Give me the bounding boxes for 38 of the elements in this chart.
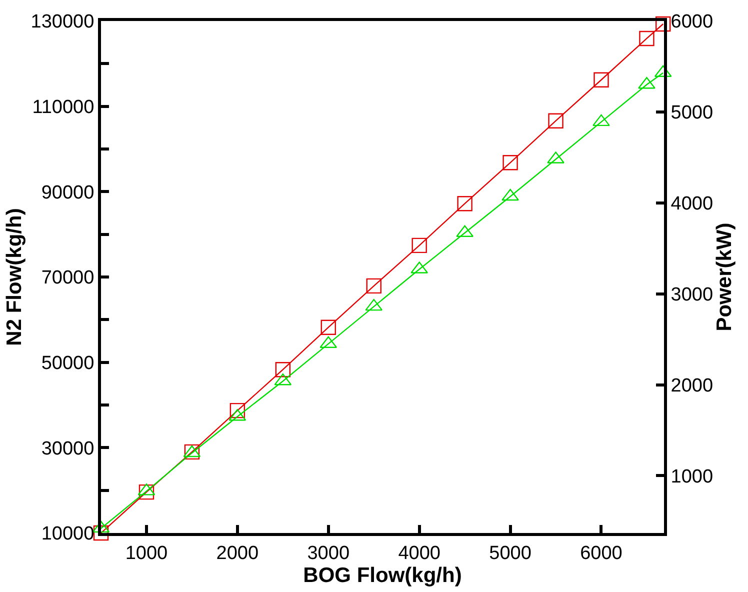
point	[230, 402, 246, 418]
y-tick-label: 10000	[41, 524, 94, 545]
y2-axis-title: Power(kW)	[713, 222, 736, 332]
point	[93, 525, 109, 541]
x-axis-title: BOG Flow(kg/h)	[303, 564, 462, 587]
point	[366, 278, 382, 294]
point	[138, 484, 154, 500]
point	[457, 196, 472, 212]
y-tick-label: 70000	[41, 268, 94, 289]
y-tick-label: 30000	[41, 438, 94, 460]
x-tick-label: 6000	[580, 542, 622, 564]
y2-tick-label: 1000	[670, 466, 714, 488]
y2-tick-label: 4000	[670, 194, 714, 215]
point	[320, 320, 336, 335]
x-tick-label: 4000	[398, 542, 440, 564]
point	[184, 444, 200, 460]
x-tick-label: 1000	[125, 542, 168, 564]
point	[655, 16, 671, 32]
y2-tick-label: 6000	[670, 12, 714, 33]
y2-tick-label: 3000	[670, 284, 714, 306]
point	[275, 362, 291, 378]
x-tick-label: 5000	[489, 542, 532, 564]
point	[502, 155, 518, 170]
point	[502, 188, 519, 201]
point	[594, 72, 609, 88]
x-tick-label: 2000	[216, 542, 259, 564]
y-tick-label: 50000	[41, 352, 94, 374]
point	[592, 114, 610, 126]
point	[412, 238, 427, 254]
y-tick-label: 90000	[41, 182, 94, 204]
y2-tick-label: 2000	[670, 375, 714, 396]
point	[548, 113, 564, 128]
y2-tick-label: 5000	[670, 102, 714, 124]
y-tick-label: 110000	[32, 96, 94, 118]
x-tick-label: 3000	[307, 542, 350, 564]
point	[639, 30, 654, 46]
y-axis-title: N2 Flow(kg/h)	[2, 208, 26, 346]
y-tick-label: 130000	[30, 12, 94, 33]
